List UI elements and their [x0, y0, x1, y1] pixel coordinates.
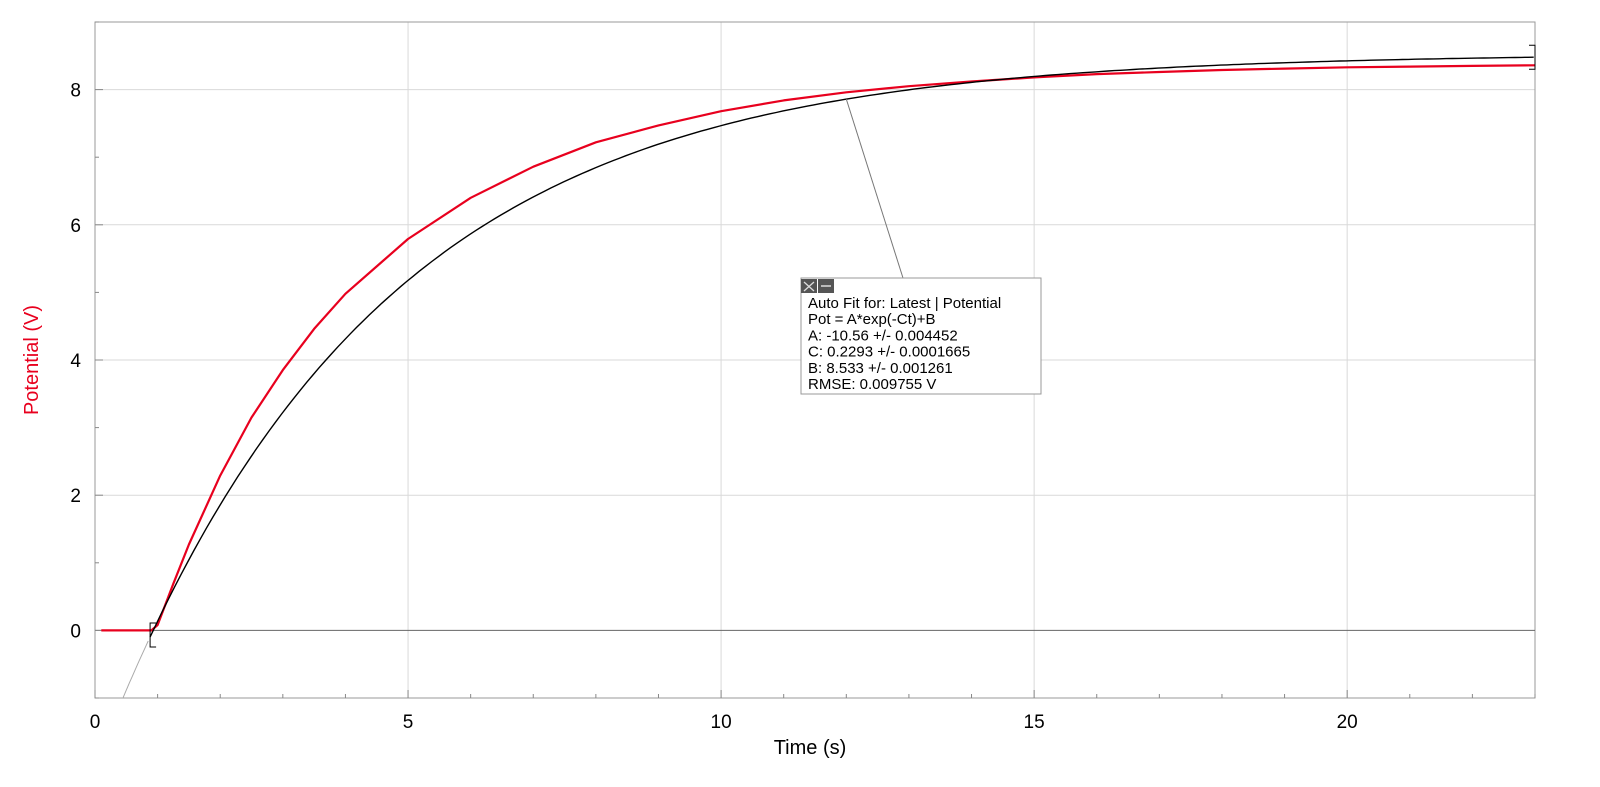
annotation-pointer [845, 98, 904, 279]
x-tick-label: 20 [1337, 712, 1358, 733]
x-tick-label: 15 [1024, 712, 1045, 733]
annotation-line: B: 8.533 +/- 0.001261 [808, 360, 953, 377]
series-line [101, 64, 1536, 632]
y-tick-label: 0 [70, 621, 81, 642]
y-axis-title: Potential (V) [21, 305, 43, 415]
annotation-line: A: -10.56 +/- 0.004452 [808, 327, 958, 344]
fit-extrapolation [122, 640, 149, 698]
close-icon-glyph [803, 281, 815, 292]
y-tick-label: 8 [70, 81, 81, 102]
range-bracket-end [1529, 44, 1536, 70]
x-tick-label: 0 [90, 712, 101, 733]
y-tick-label: 6 [70, 216, 81, 237]
x-tick-label: 5 [403, 712, 414, 733]
annotation-box [800, 277, 1042, 395]
annotation-line: C: 0.2293 +/- 0.0001665 [808, 344, 970, 361]
minimize-icon[interactable] [818, 279, 834, 293]
fit-layer [122, 44, 1536, 698]
annotation-line: Pot = A*exp(-Ct)+B [808, 311, 936, 328]
annotation-line: Auto Fit for: Latest | Potential [808, 295, 1001, 312]
close-icon[interactable] [801, 279, 817, 293]
y-tick-label: 4 [70, 351, 81, 372]
series-layer [101, 64, 1536, 632]
ticks: 0 5 10 15 20 0 2 4 6 8 [70, 21, 1536, 733]
annotation-line: RMSE: 0.009755 V [808, 376, 936, 393]
x-axis-title: Time (s) [774, 737, 847, 759]
y-tick-label: 2 [70, 486, 81, 507]
fit-curve [149, 56, 1534, 638]
x-tick-label: 10 [711, 712, 732, 733]
range-bracket-start [149, 622, 157, 648]
